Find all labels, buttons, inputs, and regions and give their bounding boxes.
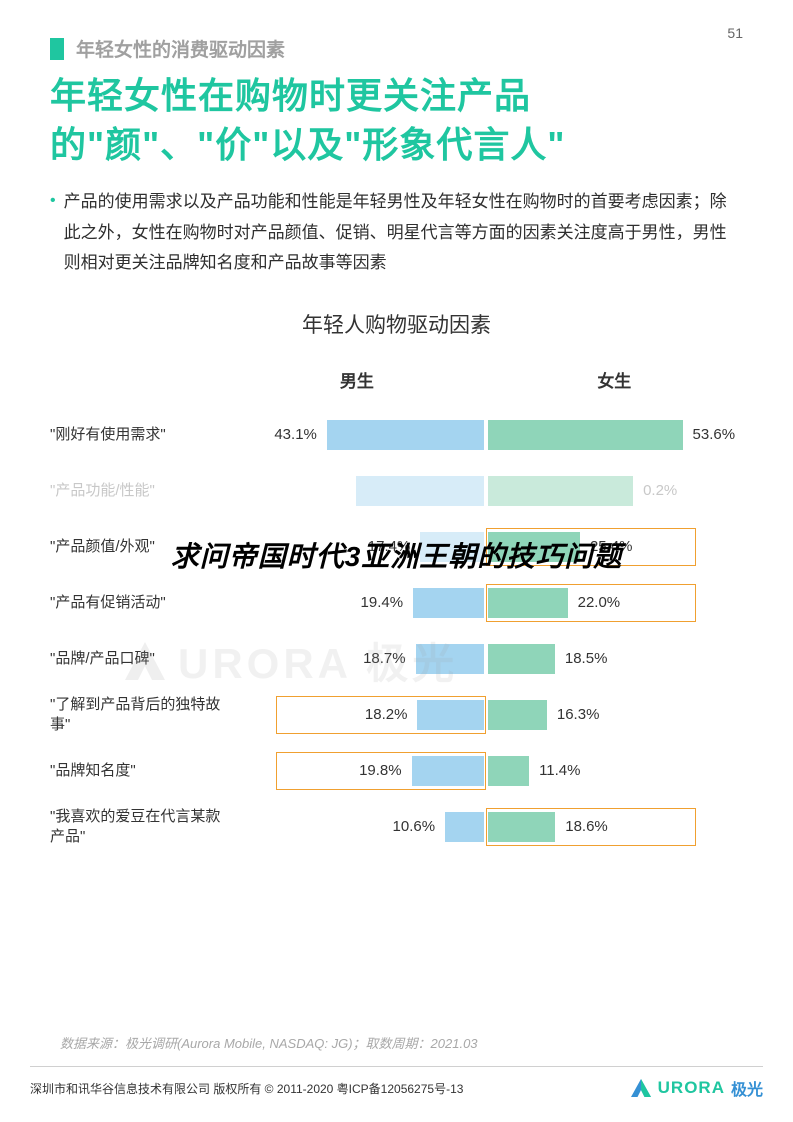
female-header: 女生 (486, 367, 743, 392)
female-value: 18.6% (565, 818, 608, 835)
female-bar (488, 756, 529, 786)
female-bar (488, 588, 568, 618)
chart-row: "品牌/产品口碑" 18.7% 18.5% (50, 634, 743, 684)
chart-title: 年轻人购物驱动因素 (50, 309, 743, 339)
row-label: "刚好有使用需求" (50, 425, 228, 445)
logo: URORA 极光 (630, 1076, 763, 1100)
chart-row: "产品有促销活动" 19.4% 22.0% (50, 578, 743, 628)
row-label: "品牌知名度" (50, 761, 228, 781)
male-bar (445, 812, 484, 842)
logo-icon (630, 1078, 652, 1098)
chart-row: "产品功能/性能" 0.2% (50, 466, 743, 516)
male-bar (417, 700, 483, 730)
row-label: "我喜欢的爱豆在代言某款产品" (50, 807, 228, 846)
chart-row: "刚好有使用需求" 43.1% 53.6% (50, 410, 743, 460)
female-cell: 18.6% (486, 808, 743, 846)
row-label: "产品功能/性能" (50, 481, 228, 501)
female-cell: 22.0% (486, 584, 743, 622)
male-cell: 18.2% (228, 696, 485, 734)
footer: 深圳市和讯华谷信息技术有限公司 版权所有 © 2011-2020 粤ICP备12… (30, 1076, 763, 1100)
male-cell: 19.8% (228, 752, 485, 790)
copyright: 深圳市和讯华谷信息技术有限公司 版权所有 © 2011-2020 粤ICP备12… (30, 1080, 463, 1097)
female-value: 0.2% (643, 482, 677, 499)
male-value: 18.7% (363, 650, 406, 667)
chart-row: "品牌知名度" 19.8% 11.4% (50, 746, 743, 796)
logo-cn: 极光 (731, 1076, 763, 1100)
chart-rows: "刚好有使用需求"43.1%53.6%"产品功能/性能"0.2%"产品颜值/外观… (50, 410, 743, 852)
male-value: 10.6% (393, 818, 436, 835)
chart: 年轻人购物驱动因素 男生 女生 "刚好有使用需求" 43.1% 53.6% "产品功能… (50, 309, 743, 852)
female-value: 11.4% (539, 762, 580, 779)
female-cell: 16.3% (486, 696, 743, 734)
column-headers: 男生 女生 (50, 367, 743, 392)
footer-divider (30, 1066, 763, 1067)
chart-row: "我喜欢的爱豆在代言某款产品" 10.6% 18.6% (50, 802, 743, 852)
chart-row: "了解到产品背后的独特故事" 18.2% 16.3% (50, 690, 743, 740)
male-cell: 18.7% (228, 640, 485, 678)
male-header: 男生 (228, 367, 485, 392)
male-value: 43.1% (274, 426, 317, 443)
female-value: 22.0% (578, 594, 621, 611)
male-bar (416, 644, 484, 674)
male-bar (356, 476, 483, 506)
male-value: 19.8% (359, 762, 402, 779)
male-bar (327, 420, 484, 450)
female-bar (488, 700, 547, 730)
logo-en: URORA (658, 1078, 725, 1098)
female-value: 18.5% (565, 650, 608, 667)
female-cell: 0.2% (486, 472, 743, 510)
male-bar (412, 756, 484, 786)
female-cell: 18.5% (486, 640, 743, 678)
row-label: "品牌/产品口碑" (50, 649, 228, 669)
page-number: 51 (727, 25, 743, 41)
male-value: 18.2% (365, 706, 408, 723)
male-cell (228, 472, 485, 510)
female-bar (488, 476, 633, 506)
row-label: "了解到产品背后的独特故事" (50, 695, 228, 734)
main-title: 年轻女性在购物时更关注产品的"颜"、"价"以及"形象代言人" (50, 72, 743, 169)
female-value: 16.3% (557, 706, 600, 723)
male-cell: 19.4% (228, 584, 485, 622)
female-value: 53.6% (693, 426, 736, 443)
male-bar (413, 588, 484, 618)
female-cell: 53.6% (486, 416, 743, 454)
female-cell: 11.4% (486, 752, 743, 790)
overlay-text: 求问帝国时代3亚洲王朝的技巧问题 (0, 535, 793, 575)
male-value: 19.4% (361, 594, 404, 611)
row-label: "产品有促销活动" (50, 593, 228, 613)
female-bar (488, 812, 556, 842)
female-bar (488, 644, 555, 674)
bullet-icon: • (50, 187, 56, 279)
description-row: • 产品的使用需求以及产品功能和性能是年轻男性及年轻女性在购物时的首要考虑因素；… (50, 187, 743, 279)
male-cell: 43.1% (228, 416, 485, 454)
description: 产品的使用需求以及产品功能和性能是年轻男性及年轻女性在购物时的首要考虑因素；除此… (64, 187, 743, 279)
accent-block (50, 38, 64, 60)
male-cell: 10.6% (228, 808, 485, 846)
subtitle-row: 年轻女性的消费驱动因素 (50, 35, 743, 62)
female-bar (488, 420, 683, 450)
subtitle: 年轻女性的消费驱动因素 (76, 35, 285, 62)
source-note: 数据来源：极光调研(Aurora Mobile, NASDAQ: JG)；取数周… (60, 1033, 478, 1052)
